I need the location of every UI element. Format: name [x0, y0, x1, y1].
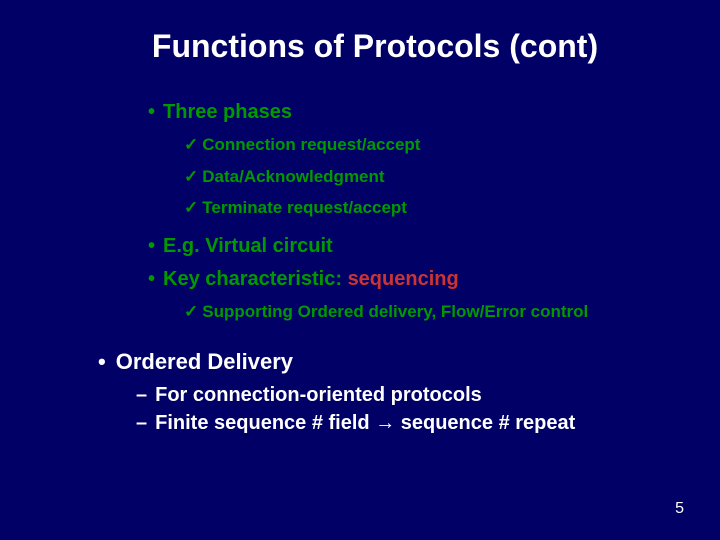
bullet-three-phases: • Three phases: [148, 99, 680, 126]
dot-icon: •: [148, 101, 155, 123]
dash-icon: –: [136, 412, 147, 434]
bullet-text: Three phases: [163, 101, 292, 123]
check-supporting: ✓Supporting Ordered delivery, Flow/Error…: [184, 300, 680, 325]
bullet-key-characteristic: • Key characteristic: sequencing: [148, 266, 680, 293]
slide: Functions of Protocols (cont) • Three pha…: [0, 0, 720, 540]
bullet-ordered-delivery: • Ordered Delivery: [98, 347, 680, 377]
dot-icon: •: [98, 349, 106, 374]
check-text: Terminate request/accept: [202, 198, 407, 217]
check-icon: ✓: [184, 198, 198, 217]
dash-icon: –: [136, 384, 147, 406]
bullet-text: Ordered Delivery: [116, 349, 293, 374]
page-number: 5: [675, 500, 684, 518]
dot-icon: •: [148, 268, 155, 290]
check-icon: ✓: [184, 302, 198, 321]
check-phase-3: ✓Terminate request/accept: [184, 196, 680, 221]
check-text: Supporting Ordered delivery, Flow/Error …: [202, 302, 588, 321]
arrow-icon: →: [375, 412, 395, 434]
dash-text-a: Finite sequence # field: [155, 412, 375, 434]
dash-od-2: –Finite sequence # field → sequence # re…: [136, 410, 680, 436]
bullet-text: E.g. Virtual circuit: [163, 235, 333, 257]
check-text: Connection request/accept: [202, 135, 420, 154]
bullet-text-prefix: Key characteristic:: [163, 268, 348, 290]
dash-od-1: –For connection-oriented protocols: [136, 382, 680, 408]
check-icon: ✓: [184, 135, 198, 154]
dash-text-b: sequence # repeat: [395, 412, 575, 434]
check-phase-2: ✓Data/Acknowledgment: [184, 165, 680, 190]
check-text: Data/Acknowledgment: [202, 167, 384, 186]
dot-icon: •: [148, 235, 155, 257]
dash-text: For connection-oriented protocols: [155, 384, 482, 406]
check-icon: ✓: [184, 167, 198, 186]
bullet-eg: • E.g. Virtual circuit: [148, 233, 680, 260]
check-phase-1: ✓Connection request/accept: [184, 133, 680, 158]
bullet-text-highlight: sequencing: [348, 268, 459, 290]
slide-title: Functions of Protocols (cont): [40, 28, 680, 65]
